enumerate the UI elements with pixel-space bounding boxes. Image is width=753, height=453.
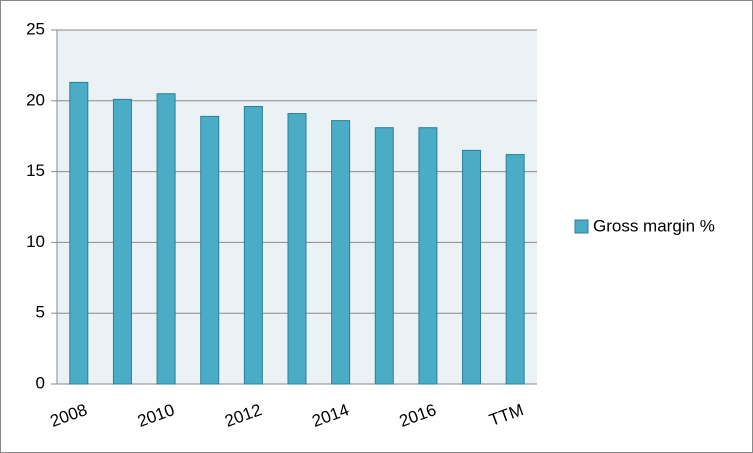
y-tick-label: 5 xyxy=(36,303,45,322)
bar xyxy=(112,98,132,385)
bar xyxy=(69,81,89,385)
bar xyxy=(331,120,351,385)
y-tick-label: 20 xyxy=(26,90,45,109)
legend-swatch xyxy=(574,219,589,234)
y-tick-label: 15 xyxy=(26,161,45,180)
bar xyxy=(505,154,525,385)
y-tick-label: 0 xyxy=(36,373,45,392)
legend-label: Gross margin % xyxy=(593,216,715,235)
bar xyxy=(287,113,307,385)
y-tick-label: 10 xyxy=(26,232,45,251)
bar xyxy=(374,127,394,385)
bar xyxy=(200,115,220,385)
y-tick-label: 25 xyxy=(26,19,45,38)
bar xyxy=(462,149,482,385)
bar xyxy=(418,127,438,385)
bar xyxy=(156,93,176,385)
bar xyxy=(243,105,263,385)
